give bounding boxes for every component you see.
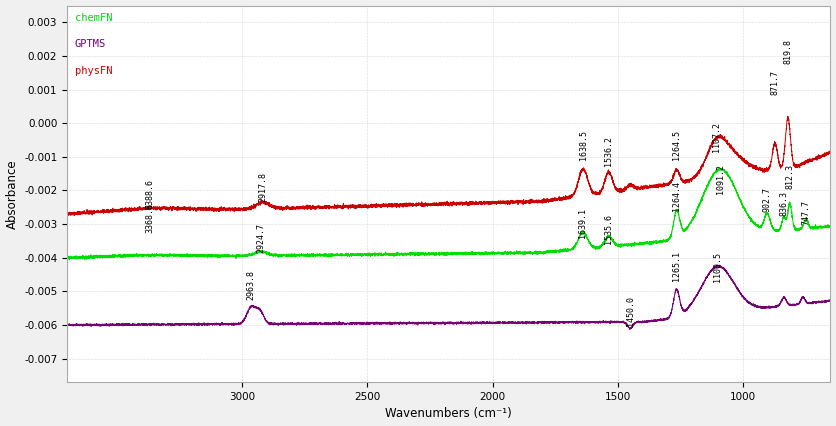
GPTMS xyxy=(339,320,349,325)
Text: 1639.1: 1639.1 xyxy=(579,207,588,238)
physFN xyxy=(669,174,679,179)
Text: 1535.6: 1535.6 xyxy=(604,213,614,244)
Text: 2917.8: 2917.8 xyxy=(258,172,268,202)
physFN xyxy=(100,209,110,214)
Text: 747.7: 747.7 xyxy=(802,200,810,225)
chemFN xyxy=(339,253,349,258)
physFN xyxy=(547,199,557,204)
Line: chemFN: chemFN xyxy=(67,168,830,260)
Text: physFN: physFN xyxy=(74,66,112,76)
Text: 819.8: 819.8 xyxy=(783,39,793,64)
Text: GPTMS: GPTMS xyxy=(74,40,106,49)
chemFN xyxy=(825,223,835,228)
Text: 812.3: 812.3 xyxy=(785,164,794,189)
GPTMS xyxy=(624,327,635,332)
Text: 902.7: 902.7 xyxy=(762,187,772,212)
chemFN xyxy=(100,254,110,259)
Text: 3368.6: 3368.6 xyxy=(145,202,155,233)
GPTMS xyxy=(628,322,638,327)
physFN xyxy=(62,211,72,216)
Text: 1264.4: 1264.4 xyxy=(672,181,681,211)
chemFN xyxy=(628,243,638,248)
Line: physFN: physFN xyxy=(67,117,830,216)
GPTMS xyxy=(547,319,557,324)
physFN xyxy=(514,199,524,204)
Text: 1450.0: 1450.0 xyxy=(625,296,635,325)
GPTMS xyxy=(100,322,110,327)
Text: 1091.2: 1091.2 xyxy=(716,164,725,194)
Text: 871.7: 871.7 xyxy=(771,70,779,95)
chemFN xyxy=(547,250,557,255)
Text: 1264.5: 1264.5 xyxy=(672,130,681,160)
X-axis label: Wavenumbers (cm⁻¹): Wavenumbers (cm⁻¹) xyxy=(385,407,512,420)
chemFN xyxy=(669,219,679,225)
GPTMS xyxy=(669,298,679,303)
chemFN xyxy=(62,255,72,260)
GPTMS xyxy=(62,322,72,327)
Text: 1265.1: 1265.1 xyxy=(672,250,681,281)
Text: 836.3: 836.3 xyxy=(779,191,788,216)
Text: 3388.6: 3388.6 xyxy=(145,179,155,209)
physFN xyxy=(782,114,793,119)
Text: 2963.8: 2963.8 xyxy=(247,270,256,300)
Y-axis label: Absorbance: Absorbance xyxy=(6,159,18,229)
GPTMS xyxy=(514,319,524,324)
Text: 1536.2: 1536.2 xyxy=(604,136,613,166)
physFN xyxy=(628,184,638,189)
chemFN xyxy=(81,257,91,262)
GPTMS xyxy=(715,262,725,268)
Text: 1107.2: 1107.2 xyxy=(711,122,721,152)
chemFN xyxy=(715,166,725,171)
physFN xyxy=(69,213,79,218)
Text: 2924.7: 2924.7 xyxy=(257,223,266,253)
Text: 1638.5: 1638.5 xyxy=(579,130,588,160)
physFN xyxy=(339,203,349,208)
physFN xyxy=(825,148,835,153)
Text: 1100.5: 1100.5 xyxy=(713,252,722,282)
Text: chemFN: chemFN xyxy=(74,13,112,23)
GPTMS xyxy=(825,298,835,303)
Line: GPTMS: GPTMS xyxy=(67,265,830,329)
chemFN xyxy=(514,250,524,256)
